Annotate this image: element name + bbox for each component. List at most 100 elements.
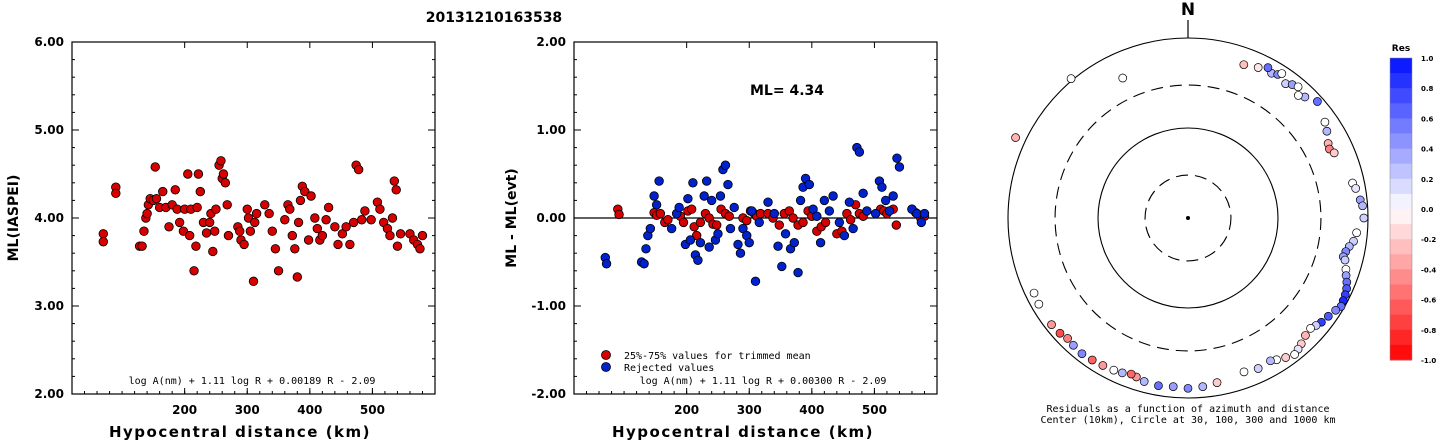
azimuth-point xyxy=(1306,324,1315,333)
residual-point xyxy=(678,217,689,228)
residual-point xyxy=(723,179,733,190)
azimuth-point xyxy=(1198,382,1208,391)
residual-point xyxy=(733,239,743,250)
residual-point xyxy=(750,276,761,287)
panel2-ylabel: ML - ML(evt) xyxy=(504,168,520,267)
colorbar-tick-label: -0.8 xyxy=(1421,327,1436,335)
residual-point xyxy=(735,248,746,258)
station-point xyxy=(211,204,221,214)
panel2-ytick-label: -2.00 xyxy=(531,387,566,401)
azimuth-point xyxy=(1126,369,1136,379)
residual-point xyxy=(747,206,757,216)
panel-ml-residual: 200 300 400 500 -2.00 -1.00 0.00 1.00 2.00 ML - … xyxy=(504,35,938,441)
residual-point xyxy=(685,235,696,245)
colorbar-frame xyxy=(1389,57,1413,361)
figure-title: 20131210163538 xyxy=(426,10,562,26)
station-point xyxy=(333,239,343,250)
panel1-xtick-label: 300 xyxy=(235,403,260,417)
residual-point xyxy=(892,153,902,163)
colorbar-tick-label: -0.4 xyxy=(1421,266,1436,274)
residual-point xyxy=(706,195,717,206)
colorbar-tick-label: 0.2 xyxy=(1421,176,1434,184)
azimuth-point xyxy=(1253,63,1263,72)
station-point xyxy=(142,208,152,219)
azimuth-point xyxy=(1168,382,1178,391)
colorbar-cell xyxy=(1390,73,1412,89)
residual-point xyxy=(695,217,706,228)
station-point xyxy=(204,217,215,228)
azimuth-point xyxy=(1301,331,1310,340)
residual-point xyxy=(674,202,684,213)
residual-point xyxy=(641,244,651,254)
station-point xyxy=(385,230,395,241)
colorbar-cell xyxy=(1390,133,1412,150)
colorbar-cell xyxy=(1390,193,1412,210)
panel2-xlabel: Hypocentral distance (km) xyxy=(612,423,874,441)
station-point xyxy=(415,244,425,254)
station-point xyxy=(248,276,259,287)
azimuth-point xyxy=(1351,184,1361,193)
residual-point xyxy=(862,206,872,216)
panel1-formula: log A(nm) + 1.11 log R + 0.00189 R - 2.0… xyxy=(129,376,376,387)
station-point xyxy=(192,202,202,213)
colorbar-tick-label: -0.6 xyxy=(1421,297,1436,305)
station-point xyxy=(98,229,108,239)
station-point xyxy=(303,235,314,245)
colorbar-cell xyxy=(1390,239,1412,255)
station-point xyxy=(270,244,281,254)
residual-point xyxy=(834,217,845,228)
residual-point xyxy=(769,208,779,219)
residual-point xyxy=(614,209,624,220)
station-point xyxy=(235,226,245,236)
azimuth-point xyxy=(1277,69,1287,78)
colorbar-tick-label: -0.2 xyxy=(1421,236,1436,244)
residual-point xyxy=(793,267,803,278)
station-point xyxy=(285,204,295,214)
station-point xyxy=(287,230,298,241)
azimuth-point xyxy=(1239,60,1249,70)
residual-point xyxy=(919,208,930,219)
station-point xyxy=(209,226,220,236)
residual-point xyxy=(815,237,826,248)
station-point xyxy=(164,222,174,232)
panel1-ticks: 200 300 400 500 2.00 3.00 4.00 5.00 6.00 xyxy=(34,35,435,417)
azimuth-point xyxy=(1109,365,1119,375)
residual-point xyxy=(695,237,706,248)
residual-point xyxy=(916,217,927,228)
colorbar-cell xyxy=(1390,299,1412,316)
station-point xyxy=(391,185,401,195)
station-point xyxy=(251,208,262,219)
residual-point xyxy=(693,255,703,265)
azimuth-point xyxy=(1253,364,1263,373)
north-label: N xyxy=(1181,0,1195,20)
panel2-ytick-label: 0.00 xyxy=(536,211,566,225)
station-point xyxy=(201,228,212,238)
panel2-ytick-label: 2.00 xyxy=(536,35,566,49)
colorbar-tick-label: 1.0 xyxy=(1421,55,1434,63)
azimuth-point xyxy=(1352,228,1361,238)
residual-point xyxy=(663,215,673,225)
residual-point xyxy=(891,220,902,230)
station-point xyxy=(98,237,108,247)
residual-point xyxy=(729,202,739,213)
panel1-xtick-label: 400 xyxy=(297,403,322,417)
panel1-xtick-label: 500 xyxy=(360,403,385,417)
residual-point xyxy=(688,178,698,188)
residual-point xyxy=(654,176,664,186)
station-point xyxy=(317,230,328,241)
panel2-ytick-label: 1.00 xyxy=(536,123,566,137)
station-point xyxy=(417,230,428,241)
residual-point xyxy=(704,242,714,252)
azimuth-point xyxy=(1323,311,1333,321)
station-point xyxy=(220,178,231,188)
residual-point xyxy=(715,191,726,201)
station-point xyxy=(150,162,160,172)
station-point xyxy=(223,230,234,241)
residual-point xyxy=(804,179,815,190)
residual-point xyxy=(711,220,722,230)
station-point xyxy=(267,226,277,236)
station-point xyxy=(387,213,398,223)
azimuth-point xyxy=(1329,148,1339,158)
residual-point xyxy=(773,241,783,251)
